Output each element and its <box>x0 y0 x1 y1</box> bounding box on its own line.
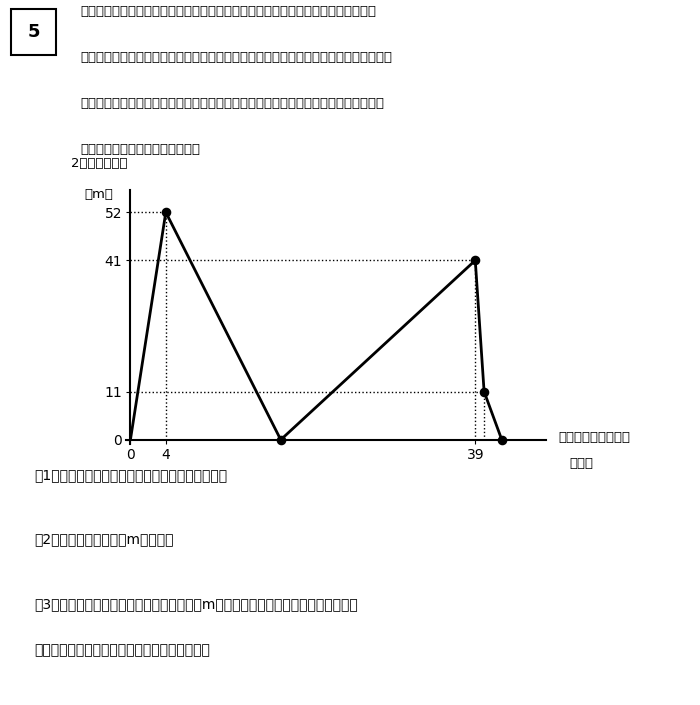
Text: として，次の問いに答えなさい。: として，次の問いに答えなさい。 <box>80 143 200 156</box>
Text: 考え方を表す式や文章・図など書きなさい。: 考え方を表す式や文章・図など書きなさい。 <box>34 644 210 658</box>
Point <box>479 386 490 398</box>
Point <box>470 255 481 266</box>
Text: 出発してからの時間: 出発してからの時間 <box>559 431 631 444</box>
Text: 出発し，途中うさぎは一度だけ昼寝をしました。グラフは２匹が同時に出発してからの: 出発し，途中うさぎは一度だけ昼寝をしました。グラフは２匹が同時に出発してからの <box>80 51 393 64</box>
Text: 5: 5 <box>27 23 40 41</box>
Text: うさぎと亀が山のふもとから頂上まで競争しました。　２匹は山のふもとを同時に: うさぎと亀が山のふもとから頂上まで競争しました。 ２匹は山のふもとを同時に <box>80 6 377 18</box>
Point <box>275 434 286 446</box>
Point <box>160 207 172 218</box>
Text: （m）: （m） <box>84 188 113 201</box>
FancyBboxPatch shape <box>10 9 56 55</box>
Text: 2匹の間の距離: 2匹の間の距離 <box>71 157 128 170</box>
Text: （2）亀の速さは分速何mですか。: （2）亀の速さは分速何mですか。 <box>34 533 174 546</box>
Text: 時間と２匹の間の距離の関係を表しています。うさぎと亀の進む速さはそれぞれ一定: 時間と２匹の間の距離の関係を表しています。うさぎと亀の進む速さはそれぞれ一定 <box>80 97 384 110</box>
Point <box>496 434 507 446</box>
Text: （分）: （分） <box>569 457 593 470</box>
Text: （3）山のふもとから頂上までの距離は，何mですか。なお，この問題は解答までの: （3）山のふもとから頂上までの距離は，何mですか。なお，この問題は解答までの <box>34 596 358 611</box>
Text: （1）うさぎが昼寝をしていたのは何分間ですか。: （1）うさぎが昼寝をしていたのは何分間ですか。 <box>34 468 228 482</box>
